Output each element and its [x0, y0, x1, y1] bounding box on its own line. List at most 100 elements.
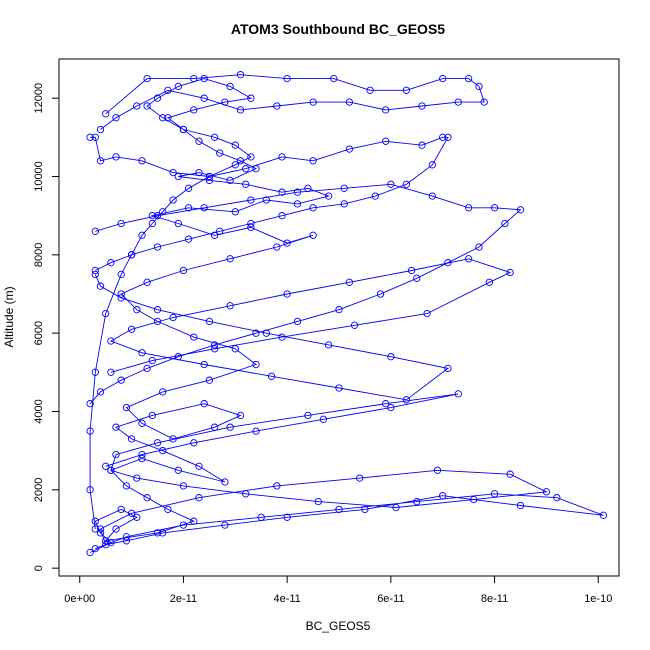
data-point [324, 341, 333, 349]
data-point [200, 74, 208, 83]
data-point [340, 184, 348, 192]
data-point [169, 168, 177, 177]
x-tick-label: 1e-10 [584, 593, 612, 605]
data-point [470, 495, 478, 504]
data-point [133, 306, 141, 314]
data-point [127, 325, 136, 333]
data-point [112, 450, 120, 459]
data-point [143, 102, 151, 110]
data-point [475, 82, 483, 91]
data-point [433, 466, 442, 474]
data-point [444, 364, 452, 373]
data-point [127, 251, 136, 259]
data-point [107, 368, 115, 376]
series-line [90, 136, 449, 271]
data-series [91, 255, 514, 404]
data-point [190, 74, 198, 83]
data-point [236, 71, 245, 79]
data-point [184, 204, 193, 212]
data-point [153, 243, 162, 251]
data-point [454, 98, 462, 106]
data-point [179, 482, 188, 490]
data-point [216, 227, 224, 235]
data-series [86, 133, 452, 275]
data-point [107, 466, 115, 474]
data-point [86, 548, 94, 557]
data-point [102, 541, 110, 549]
data-point [117, 294, 125, 302]
data-point [490, 204, 499, 212]
data-point [382, 106, 390, 114]
data-point [324, 192, 333, 200]
data-point [283, 290, 291, 298]
data-point [252, 427, 260, 435]
data-point [96, 125, 105, 134]
data-point [164, 86, 172, 94]
data-point [413, 274, 421, 282]
data-point [91, 368, 99, 376]
data-point [153, 94, 162, 102]
data-point [247, 94, 255, 102]
y-axis: 0 2000 4000 6000 8000 10000 12000 [33, 83, 59, 571]
data-point [242, 490, 250, 498]
data-point [293, 188, 302, 196]
data-point [252, 329, 260, 337]
data-point [231, 208, 239, 216]
data-point [278, 212, 286, 220]
data-point [138, 419, 146, 427]
data-point [221, 478, 229, 486]
x-tick-label: 8e-11 [481, 593, 508, 605]
data-point [122, 482, 131, 490]
data-point [387, 353, 395, 361]
data-point [553, 494, 561, 502]
data-point [133, 474, 141, 482]
data-point [330, 74, 338, 83]
data-point [278, 333, 286, 341]
data-point [247, 223, 255, 232]
data-point [190, 106, 198, 114]
data-point [267, 372, 276, 380]
x-tick-label: 2e-11 [170, 593, 197, 605]
data-point [122, 403, 131, 412]
data-point [335, 306, 343, 314]
data-point [480, 98, 488, 106]
data-point [293, 200, 302, 208]
data-point [464, 204, 473, 212]
data-point [210, 345, 219, 353]
data-point [159, 529, 167, 537]
data-point [247, 153, 255, 161]
data-point [179, 266, 188, 275]
data-point [340, 200, 348, 208]
data-point [226, 176, 234, 185]
data-point [117, 290, 125, 298]
data-point [91, 270, 99, 279]
data-point [117, 505, 125, 514]
data-point [184, 235, 193, 243]
data-point [86, 133, 94, 141]
data-point [174, 466, 182, 474]
data-point [387, 403, 395, 412]
data-point [423, 309, 431, 318]
data-point [127, 509, 136, 517]
data-point [148, 411, 156, 420]
data-point [133, 102, 141, 110]
data-point [143, 364, 151, 373]
data-point [542, 488, 551, 496]
data-point [490, 490, 499, 498]
series-line [89, 78, 331, 553]
data-point [96, 388, 105, 396]
data-point [174, 82, 182, 91]
data-point [96, 525, 105, 533]
data-point [402, 180, 411, 188]
data-point [444, 133, 452, 141]
data-point [439, 133, 447, 141]
data-point [506, 470, 514, 478]
data-point [205, 172, 214, 181]
data-point [304, 411, 312, 420]
data-point [112, 153, 120, 161]
series-line [94, 258, 512, 401]
data-point [226, 302, 234, 310]
x-tick-label: 4e-11 [273, 593, 300, 605]
data-point [516, 206, 525, 214]
x-tick-label: 0e+00 [64, 593, 95, 605]
